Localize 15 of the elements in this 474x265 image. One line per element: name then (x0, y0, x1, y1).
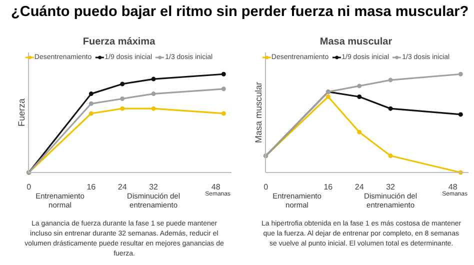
x-tick-label: 48 (448, 182, 458, 192)
x-tick-label: 32 (386, 182, 396, 192)
x-tick-label: 16 (86, 182, 96, 192)
chart-subtitle: Fuerza máxima (82, 36, 156, 48)
text: Masa muscular (254, 82, 264, 144)
x-tick-label: 0 (26, 182, 32, 192)
y-axis-title: Fuerza (16, 98, 26, 127)
y-axis-title: Masa muscular (320, 36, 392, 48)
x-tick-label: 48 (211, 182, 221, 192)
x-tick-label: 32 (149, 182, 159, 192)
x-tick-label: 24 (118, 182, 128, 192)
x-tick-label: 24 (354, 182, 364, 192)
x-tick-label: 16 (324, 182, 334, 192)
chart-title: ¿Cuánto puedo bajar el ritmo sin perder fuerza ni masa muscular? (11, 3, 469, 22)
x-tick-label: 0 (264, 182, 269, 192)
